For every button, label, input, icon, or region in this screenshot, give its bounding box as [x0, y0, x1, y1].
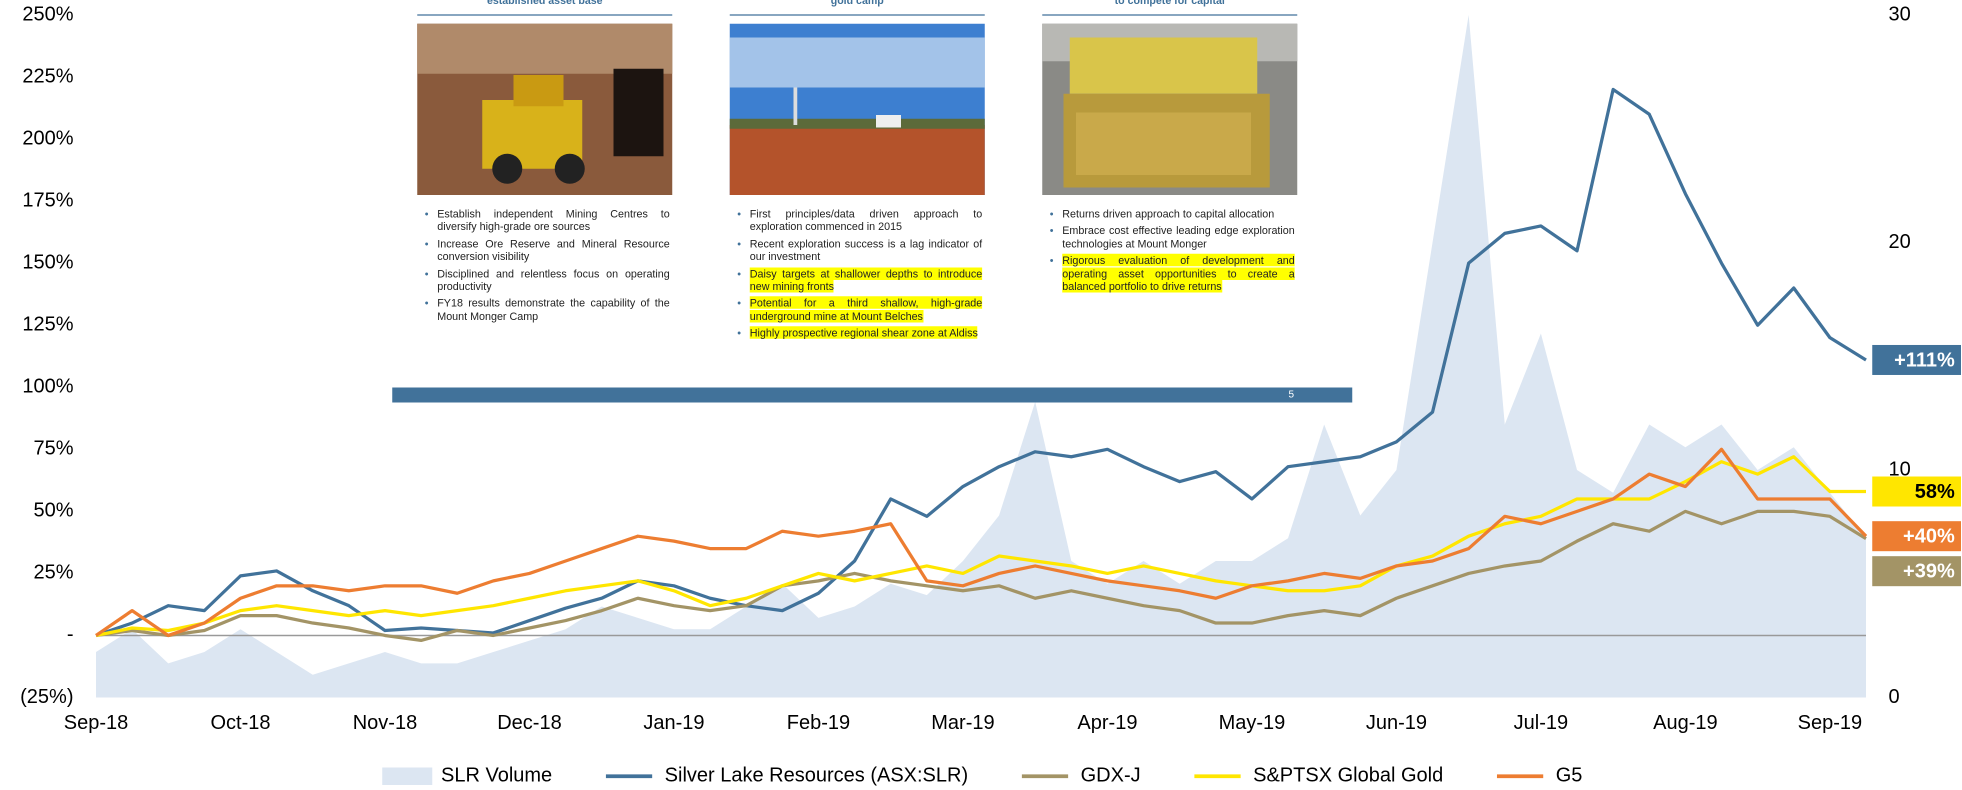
slide-heading: established asset base	[487, 0, 603, 7]
legend-label: S&PTSX Global Gold	[1253, 765, 1443, 787]
bullet-text: Daisy targets at shallower depths to int…	[750, 267, 983, 293]
x-tick-label: Sep-19	[1798, 712, 1863, 734]
legend-label: G5	[1556, 765, 1583, 787]
bullet-text: Potential for a third shallow, high-grad…	[750, 297, 983, 323]
bullet: First principles/data driven approach to…	[750, 208, 983, 234]
y-tick-label: 75%	[33, 438, 73, 460]
x-tick-label: Sep-18	[64, 712, 129, 734]
end-label: +39%	[1903, 561, 1955, 583]
slide-bullets: First principles/data driven approach to…	[735, 208, 983, 383]
photo-mine	[417, 24, 672, 195]
bullet-column: First principles/data driven approach to…	[735, 208, 983, 340]
bullet-text: FY18 results demonstrate the capability …	[437, 297, 670, 323]
legend-label: SLR Volume	[441, 765, 552, 787]
x-tick-label: Dec-18	[497, 712, 561, 734]
y-tick-label: 250%	[22, 3, 73, 25]
bullet-text: Disciplined and relentless focus on oper…	[437, 267, 670, 293]
photo-drill	[730, 24, 985, 195]
bullet-text: Embrace cost effective leading edge expl…	[1062, 224, 1295, 250]
x-tick-label: Feb-19	[787, 712, 850, 734]
x-tick-label: Apr-19	[1077, 712, 1137, 734]
slide-heading: to compete for capital	[1115, 0, 1225, 7]
legend-swatch	[382, 768, 432, 786]
y-tick-label: 225%	[22, 65, 73, 87]
legend-label: GDX-J	[1081, 765, 1141, 787]
y-tick-label: 50%	[33, 500, 73, 522]
bullet-text: Establish independent Mining Centres to …	[437, 208, 670, 234]
bullet: Rigorous evaluation of development and o…	[1062, 254, 1295, 293]
y-tick-label: 125%	[22, 314, 73, 336]
bullet-list: Establish independent Mining Centres to …	[422, 208, 670, 323]
y-tick-label: -	[67, 624, 74, 646]
x-tick-label: Nov-18	[353, 712, 417, 734]
bullet-text: Recent exploration success is a lag indi…	[750, 237, 983, 263]
bullet-text: Highly prospective regional shear zone a…	[750, 327, 978, 340]
y2-tick-label: 20	[1889, 231, 1911, 253]
slide-footer-band	[392, 388, 1352, 403]
legend: SLR Volume Silver Lake Resources (ASX:SLR…	[382, 765, 1582, 787]
bullet: Daisy targets at shallower depths to int…	[750, 267, 983, 293]
x-tick-label: Jan-19	[643, 712, 704, 734]
bullet: Establish independent Mining Centres to …	[437, 208, 670, 234]
bullet: Disciplined and relentless focus on oper…	[437, 267, 670, 293]
chart: (25%) - 25% 50% 75% 100% 125% 150% 175% 200% 225% 2…	[0, 0, 1962, 790]
bullet-list: Returns driven approach to capital alloc…	[1047, 208, 1295, 294]
x-tick-label: Mar-19	[931, 712, 994, 734]
legend-label: Silver Lake Resources (ASX:SLR)	[665, 765, 968, 787]
photo-gold-bar	[1042, 24, 1297, 195]
bullet: Highly prospective regional shear zone a…	[750, 327, 983, 340]
x-tick-label: Oct-18	[210, 712, 270, 734]
y-tick-label: 175%	[22, 189, 73, 211]
bullet-text: Increase Ore Reserve and Mineral Resourc…	[437, 237, 670, 263]
slide-bullets: Establish independent Mining Centres to …	[422, 208, 670, 383]
y-tick-label: 150%	[22, 251, 73, 273]
x-tick-label: May-19	[1219, 712, 1286, 734]
bullet-list: First principles/data driven approach to…	[735, 208, 983, 340]
bullet: Increase Ore Reserve and Mineral Resourc…	[437, 237, 670, 263]
bullet-text: Returns driven approach to capital alloc…	[1062, 208, 1274, 221]
x-tick-label: Jul-19	[1514, 712, 1568, 734]
y-tick-label: (25%)	[20, 686, 73, 708]
y-tick-label: 100%	[22, 376, 73, 398]
y-tick-label: 200%	[22, 127, 73, 149]
bullet: Returns driven approach to capital alloc…	[1062, 208, 1295, 221]
bullet: FY18 results demonstrate the capability …	[437, 297, 670, 323]
end-label: +40%	[1903, 526, 1955, 548]
slide-overlay: 5 established asset base Establish indepe…	[392, 0, 1352, 403]
x-tick-label: Jun-19	[1366, 712, 1427, 734]
bullet-text: First principles/data driven approach to…	[750, 208, 983, 234]
y2-tick-label: 30	[1889, 3, 1911, 25]
page: (25%) - 25% 50% 75% 100% 125% 150% 175% 200% 225% 2…	[0, 0, 1962, 790]
bullet-text: Rigorous evaluation of development and o…	[1062, 254, 1295, 293]
y2-tick-label: 0	[1889, 686, 1900, 708]
end-label: +111%	[1894, 350, 1955, 372]
bullet: Potential for a third shallow, high-grad…	[750, 297, 983, 323]
y-tick-label: 25%	[33, 562, 73, 584]
bullet: Recent exploration success is a lag indi…	[750, 237, 983, 263]
slide-bullets: Returns driven approach to capital alloc…	[1047, 208, 1295, 383]
end-label: 58%	[1915, 481, 1955, 503]
bullet-column: Establish independent Mining Centres to …	[422, 208, 670, 323]
bullet-column: Returns driven approach to capital alloc…	[1047, 208, 1295, 294]
slide-page-number: 5	[1289, 390, 1295, 401]
slide-heading: gold camp	[831, 0, 885, 7]
bullet: Embrace cost effective leading edge expl…	[1062, 224, 1295, 250]
x-tick-label: Aug-19	[1653, 712, 1718, 734]
